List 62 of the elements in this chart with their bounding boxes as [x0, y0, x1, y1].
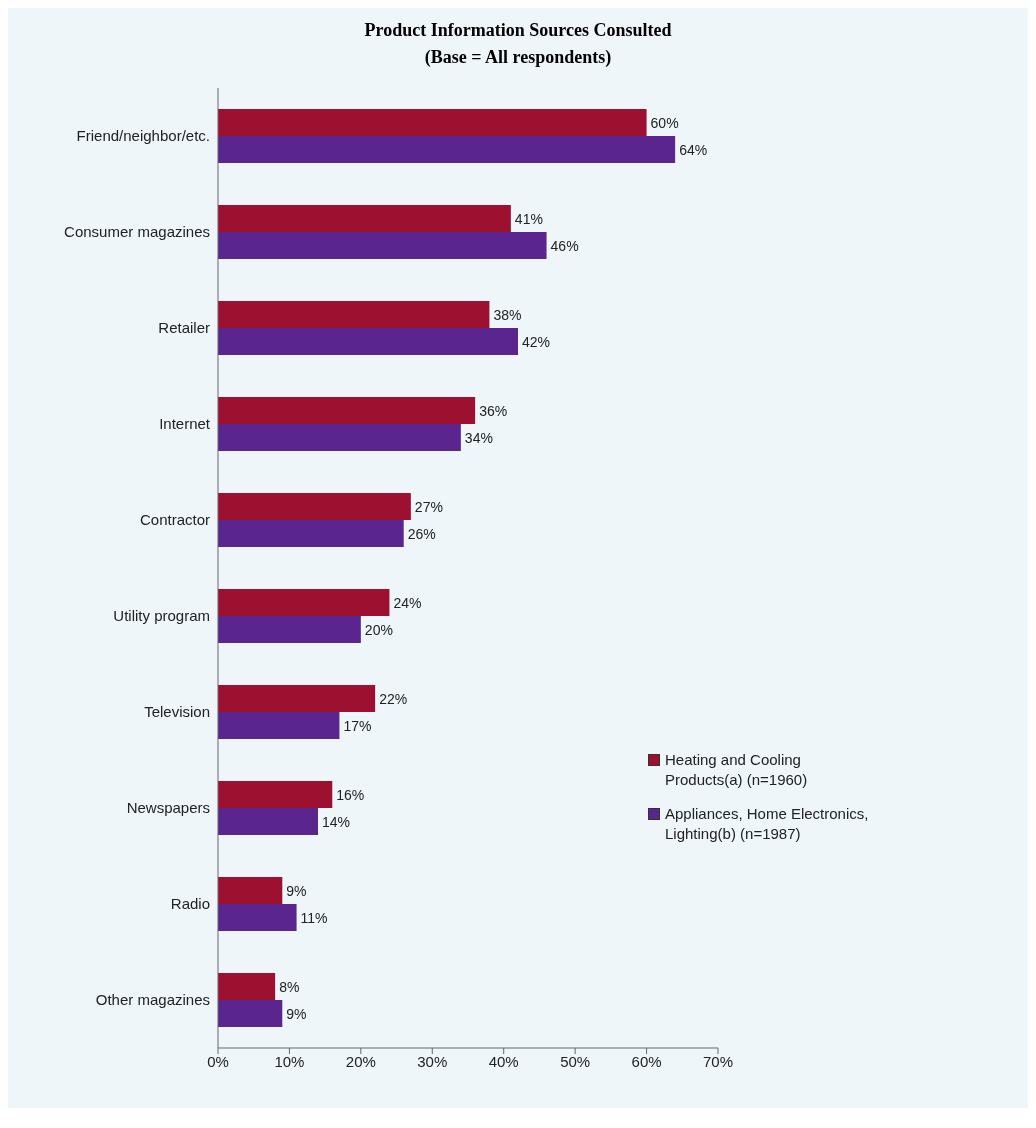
data-label: 11%: [300, 909, 328, 926]
x-tick-label: 30%: [417, 1052, 448, 1070]
bar: [218, 232, 547, 260]
x-tick-label: 0%: [207, 1052, 229, 1070]
bar: [218, 589, 390, 617]
bar: [218, 685, 376, 713]
bar: [218, 781, 333, 809]
bar: [218, 397, 476, 425]
y-tick-label: Radio: [170, 895, 210, 913]
data-label: 9%: [286, 882, 307, 899]
data-label: 60%: [650, 114, 679, 131]
y-tick-label: Contractor: [139, 511, 210, 529]
bar: [218, 493, 411, 521]
data-label: 41%: [514, 210, 543, 227]
data-label: 38%: [493, 306, 522, 323]
bar: [218, 328, 518, 356]
data-label: 27%: [414, 498, 443, 515]
y-tick-label: Consumer magazines: [64, 223, 210, 241]
y-tick-label: Newspapers: [126, 799, 210, 817]
data-label: 22%: [379, 690, 408, 707]
data-label: 64%: [679, 141, 708, 158]
y-tick-label: Internet: [159, 415, 211, 433]
x-tick-label: 50%: [560, 1052, 591, 1070]
y-tick-label: Television: [144, 703, 210, 721]
data-label: 17%: [343, 717, 372, 734]
bar: [218, 205, 511, 233]
data-label: 14%: [322, 813, 351, 830]
y-tick-label: Friend/neighbor/etc.: [76, 127, 210, 145]
bar: [218, 877, 283, 905]
data-label: 8%: [279, 978, 300, 995]
bar: [218, 109, 647, 137]
data-label: 20%: [364, 621, 393, 638]
bar: [218, 1000, 283, 1028]
bar: [218, 904, 297, 932]
x-tick-label: 10%: [274, 1052, 305, 1070]
data-label: 24%: [393, 594, 422, 611]
y-tick-label: Retailer: [158, 319, 210, 337]
data-label: 26%: [407, 525, 436, 542]
data-label: 36%: [479, 402, 508, 419]
y-tick-label: Utility program: [113, 607, 210, 625]
data-label: 9%: [286, 1005, 307, 1022]
chart-subtitle: (Base = All respondents): [423, 47, 613, 68]
bar: [218, 973, 276, 1001]
bar: [218, 712, 340, 740]
y-tick-label: Other magazines: [95, 991, 210, 1009]
data-label: 16%: [336, 786, 365, 803]
x-tick-label: 70%: [702, 1052, 734, 1070]
data-label: 42%: [522, 333, 551, 350]
legend-label: Heating and Cooling Products(a) (n=1960): [665, 750, 809, 790]
x-tick-label: 40%: [488, 1052, 519, 1070]
x-tick-label: 60%: [631, 1052, 662, 1070]
data-label: 34%: [464, 429, 493, 446]
bar: [218, 424, 461, 452]
x-tick-label: 20%: [345, 1052, 376, 1070]
bar: [218, 616, 361, 644]
legend-label: Appliances, Home Electronics, Lighting(b) (n=1987): [665, 804, 870, 844]
bar: [218, 520, 404, 548]
bar: [218, 808, 318, 836]
data-label: 46%: [550, 237, 579, 254]
chart-title: Product Information Sources Consulted: [363, 20, 673, 41]
bar: [218, 136, 676, 164]
bar: [218, 301, 490, 329]
